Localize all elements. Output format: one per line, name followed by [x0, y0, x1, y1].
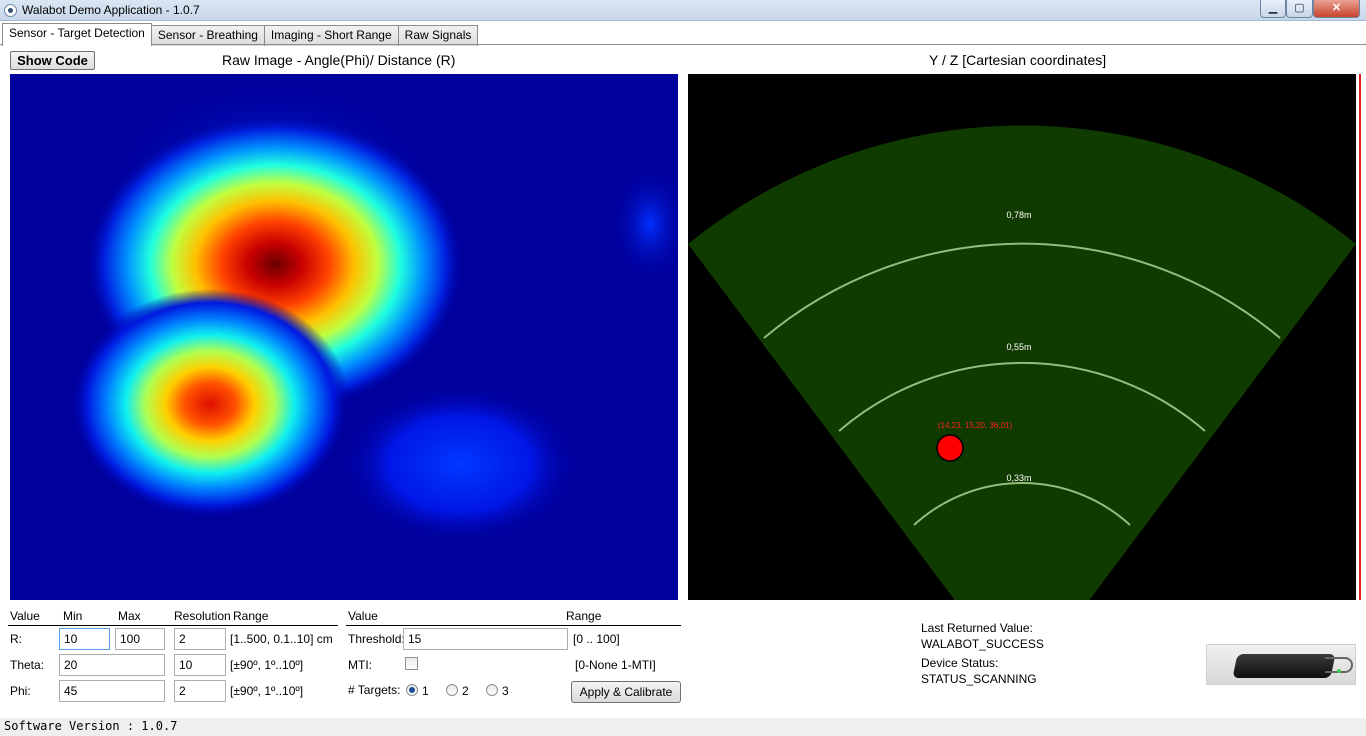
col-header-min: Min	[63, 609, 83, 623]
r-max-input[interactable]: 100	[115, 628, 165, 650]
theta-min-input[interactable]: 20	[59, 654, 165, 676]
minimize-button[interactable]: ▁	[1260, 0, 1286, 18]
filter-col-header-range: Range	[566, 609, 602, 623]
targets-radio-3[interactable]	[486, 684, 498, 696]
red-edge-bar	[1359, 74, 1361, 600]
status-bar	[0, 718, 1366, 736]
device-led-icon	[1337, 669, 1341, 673]
theta-range-text: [±90º, 1º..10º]	[230, 658, 304, 672]
col-header-value: Value	[10, 609, 40, 623]
target-marker	[936, 434, 964, 462]
targets-radio-2[interactable]	[446, 684, 458, 696]
filter-col-header-value: Value	[348, 609, 378, 623]
threshold-label: Threshold:	[348, 632, 405, 646]
mti-checkbox[interactable]	[405, 657, 418, 670]
tab-raw-signals[interactable]: Raw Signals	[397, 25, 479, 46]
phi-label: Phi:	[10, 684, 31, 698]
phi-min-input[interactable]: 45	[59, 680, 165, 702]
device-status-text: STATUS_SCANNING	[921, 672, 1037, 686]
ring-label-middle: 0,55m	[1006, 342, 1031, 352]
walabot-device-image	[1206, 644, 1356, 685]
cartesian-view: 0,78m 0,55m 0,33m (14,23, 15,20, 36,01)	[688, 74, 1356, 600]
tab-panel-border	[0, 44, 1366, 45]
r-resolution-input[interactable]: 2	[174, 628, 226, 650]
targets-option-2-label: 2	[462, 684, 469, 698]
tab-strip: Sensor - Target Detection Sensor - Breat…	[2, 23, 479, 46]
last-value-label: Last Returned Value:	[921, 621, 1033, 635]
mti-label: MTI:	[348, 658, 372, 672]
software-version: Software Version : 1.0.7	[4, 719, 178, 733]
tab-sensor-target-detection[interactable]: Sensor - Target Detection	[2, 23, 152, 46]
arena-header-divider	[8, 625, 338, 626]
last-value-text: WALABOT_SUCCESS	[921, 637, 1044, 651]
ring-label-outer: 0,78m	[1006, 210, 1031, 220]
filter-header-divider	[346, 625, 681, 626]
raw-image-heatmap	[10, 74, 678, 600]
close-button[interactable]: ✕	[1313, 0, 1360, 18]
device-body	[1232, 654, 1336, 678]
range-ring-inner	[913, 482, 1131, 526]
theta-label: Theta:	[10, 658, 45, 672]
show-code-button[interactable]: Show Code	[10, 51, 95, 70]
r-min-input[interactable]: 10	[59, 628, 110, 650]
range-ring-middle	[838, 362, 1206, 432]
window-title: Walabot Demo Application - 1.0.7	[22, 3, 200, 17]
maximize-button[interactable]: ▢	[1286, 0, 1313, 18]
targets-label: # Targets:	[348, 683, 401, 697]
col-header-resolution: Resolution	[174, 609, 231, 623]
col-header-range: Range	[233, 609, 269, 623]
mti-range-text: [0-None 1-MTI]	[575, 658, 656, 672]
phi-max-input[interactable]: 2	[174, 680, 226, 702]
phi-range-text: [±90º, 1º..10º]	[230, 684, 304, 698]
app-icon[interactable]	[4, 4, 17, 17]
r-label: R:	[10, 632, 22, 646]
apply-calibrate-button[interactable]: Apply & Calibrate	[571, 681, 681, 703]
range-ring-outer	[763, 242, 1281, 339]
tab-sensor-breathing[interactable]: Sensor - Breathing	[150, 25, 265, 46]
targets-option-1-label: 1	[422, 684, 429, 698]
cartesian-title: Y / Z [Cartesian coordinates]	[929, 52, 1107, 68]
threshold-input[interactable]: 15	[403, 628, 568, 650]
device-status-label: Device Status:	[921, 656, 999, 670]
target-coordinates-label: (14,23, 15,20, 36,01)	[938, 421, 1013, 430]
tab-imaging-short-range[interactable]: Imaging - Short Range	[263, 25, 399, 46]
ring-label-inner: 0,33m	[1006, 473, 1031, 483]
theta-max-input[interactable]: 10	[174, 654, 226, 676]
threshold-range-text: [0 .. 100]	[573, 632, 620, 646]
col-header-max: Max	[118, 609, 141, 623]
targets-radio-1[interactable]	[406, 684, 418, 696]
raw-image-title: Raw Image - Angle(Phi)/ Distance (R)	[222, 52, 456, 68]
targets-option-3-label: 3	[502, 684, 509, 698]
title-bar: Walabot Demo Application - 1.0.7 ▁ ▢ ✕	[0, 0, 1366, 21]
r-range-text: [1..500, 0.1..10] cm	[230, 632, 333, 646]
